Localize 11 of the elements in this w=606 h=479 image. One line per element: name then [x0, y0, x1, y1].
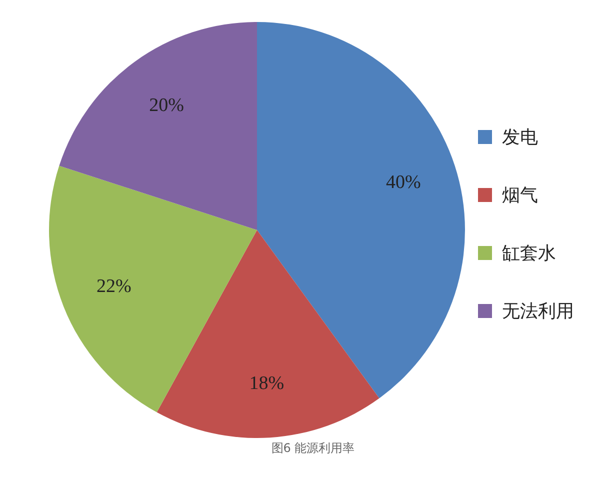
legend-label: 无法利用 [501, 300, 575, 324]
data-label: 20% [149, 94, 184, 116]
legend-label: 发电 [501, 126, 539, 150]
pie-slice [59, 22, 257, 230]
data-label: 40% [386, 172, 421, 193]
data-label: 22% [96, 276, 132, 298]
data-label: 18% [249, 373, 284, 394]
text: 图6 能源利用率 [270, 440, 356, 457]
legend-label: 烟气 [501, 184, 539, 208]
legend-label: 缸套水 [501, 242, 557, 266]
pie-slice [156, 230, 380, 438]
